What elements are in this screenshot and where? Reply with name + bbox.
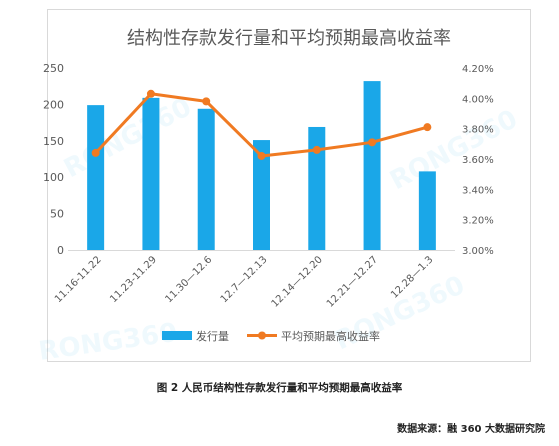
y-right-tick-label: 3.80% [462,125,494,136]
legend: 发行量 平均预期最高收益率 [162,329,380,343]
bar [142,97,160,251]
x-tick-label: 11.30—12.6 [163,254,214,305]
y-right-tick-label: 3.40% [462,185,494,196]
x-tick-label: 12.7—12.13 [219,254,270,305]
watermark-text-1: RONG360 [59,92,196,184]
chart-frame [47,9,531,362]
y-left-tick-label: 200 [43,98,64,111]
line-point [257,151,266,160]
y-left-tick-label: 250 [43,62,64,75]
line-point [423,123,432,132]
legend-swatch-bar [162,331,192,340]
y-left-tick-label: 100 [43,171,64,184]
bar [197,108,215,250]
legend-label-bar: 发行量 [196,329,229,343]
line-point [312,145,321,154]
x-tick-label: 12.14—12.20 [270,254,325,309]
bar [418,171,436,250]
line-point [202,97,211,106]
x-tick-label: 12.21—12.27 [325,254,380,309]
y-right-tick-label: 3.00% [462,246,494,257]
bar-series [87,81,436,251]
y-right-tick-label: 4.20% [462,64,494,75]
data-source: 数据来源：融 360 大数据研究院 [397,424,545,435]
watermark-text-3: RONG360 [37,318,179,367]
line-point [368,138,377,147]
y-right-tick-label: 4.00% [462,94,494,105]
bar [87,105,105,251]
bar [363,81,381,250]
bar [253,140,270,250]
bar [308,126,326,250]
legend-marker-line [258,331,266,340]
line-series [91,89,432,160]
chart-title: 结构性存款发行量和平均预期最高收益率 [127,28,451,49]
y-right-tick-label: 3.20% [462,216,494,227]
watermark-text-2: RONG360 [385,104,522,196]
line-point [146,89,155,98]
y-right-tick-label: 3.60% [462,155,494,166]
x-tick-label: 11.23-11.29 [108,254,159,305]
figure-caption: 图 2 人民币结构性存款发行量和平均预期最高收益率 [156,382,403,394]
legend-label-line: 平均预期最高收益率 [281,329,380,343]
y-left-tick-label: 150 [43,135,64,148]
y-left-tick-label: 50 [50,208,64,221]
x-tick-label: 11.16-11.22 [53,254,104,305]
line-point [91,148,100,157]
y-left-tick-label: 0 [57,244,64,257]
